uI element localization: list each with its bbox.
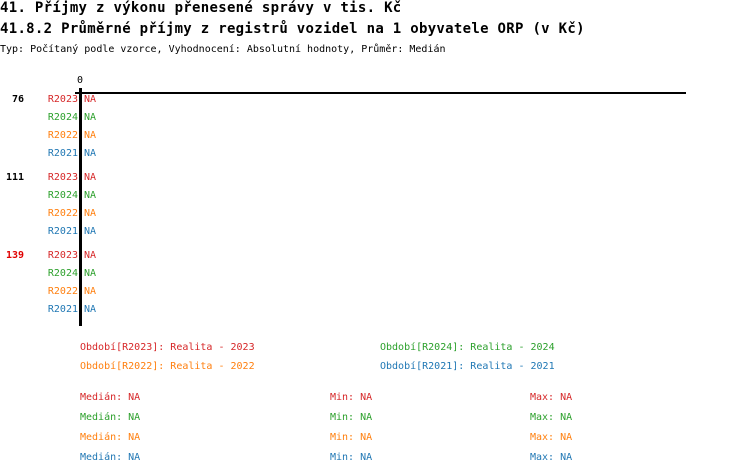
stat-median: Medián: NA [80, 452, 141, 463]
stat-median: Medián: NA [80, 392, 141, 403]
bar-value-label: NA [84, 190, 97, 201]
legend-item: Období[R2024]: Realita - 2024 [380, 342, 555, 353]
stat-max: Max: NA [530, 392, 573, 403]
stat-min: Min: NA [330, 452, 373, 463]
series-label: R2023 [47, 172, 78, 183]
bar-value-label: NA [84, 250, 97, 261]
stat-median: Medián: NA [80, 432, 141, 443]
chart-title: 41. Příjmy z výkonu přenesené správy v t… [0, 0, 402, 16]
series-label: R2024 [47, 112, 78, 123]
bar-value-label: NA [84, 112, 97, 123]
x-tick-label: 0 [77, 75, 84, 86]
series-label: R2022 [47, 130, 78, 141]
series-label: R2022 [47, 286, 78, 297]
bar-value-label: NA [84, 148, 97, 159]
y-axis-line [79, 88, 82, 326]
series-label: R2021 [47, 148, 78, 159]
group-label: 76 [11, 94, 24, 105]
chart-info: Typ: Počítaný podle vzorce, Vyhodnocení:… [0, 44, 446, 55]
bar-value-label: NA [84, 172, 97, 183]
bar-value-label: NA [84, 94, 97, 105]
stat-min: Min: NA [330, 412, 373, 423]
series-label: R2023 [47, 250, 78, 261]
bar-value-label: NA [84, 208, 97, 219]
bar-value-label: NA [84, 286, 97, 297]
series-label: R2023 [47, 94, 78, 105]
x-axis-line [75, 92, 686, 94]
chart-subtitle: 41.8.2 Průměrné příjmy z registrů vozide… [0, 21, 585, 37]
group-label: 139 [5, 250, 24, 261]
legend-item: Období[R2021]: Realita - 2021 [380, 361, 555, 372]
legend-item: Období[R2023]: Realita - 2023 [80, 342, 255, 353]
bar-value-label: NA [84, 226, 97, 237]
series-label: R2024 [47, 190, 78, 201]
series-label: R2021 [47, 226, 78, 237]
legend-item: Období[R2022]: Realita - 2022 [80, 361, 255, 372]
bar-value-label: NA [84, 304, 97, 315]
stat-max: Max: NA [530, 432, 573, 443]
bar-value-label: NA [84, 130, 97, 141]
bar-value-label: NA [84, 268, 97, 279]
stat-min: Min: NA [330, 392, 373, 403]
group-label: 111 [5, 172, 24, 183]
series-label: R2021 [47, 304, 78, 315]
series-label: R2022 [47, 208, 78, 219]
stat-min: Min: NA [330, 432, 373, 443]
stat-max: Max: NA [530, 412, 573, 423]
series-label: R2024 [47, 268, 78, 279]
stat-max: Max: NA [530, 452, 573, 463]
stat-median: Medián: NA [80, 412, 141, 423]
